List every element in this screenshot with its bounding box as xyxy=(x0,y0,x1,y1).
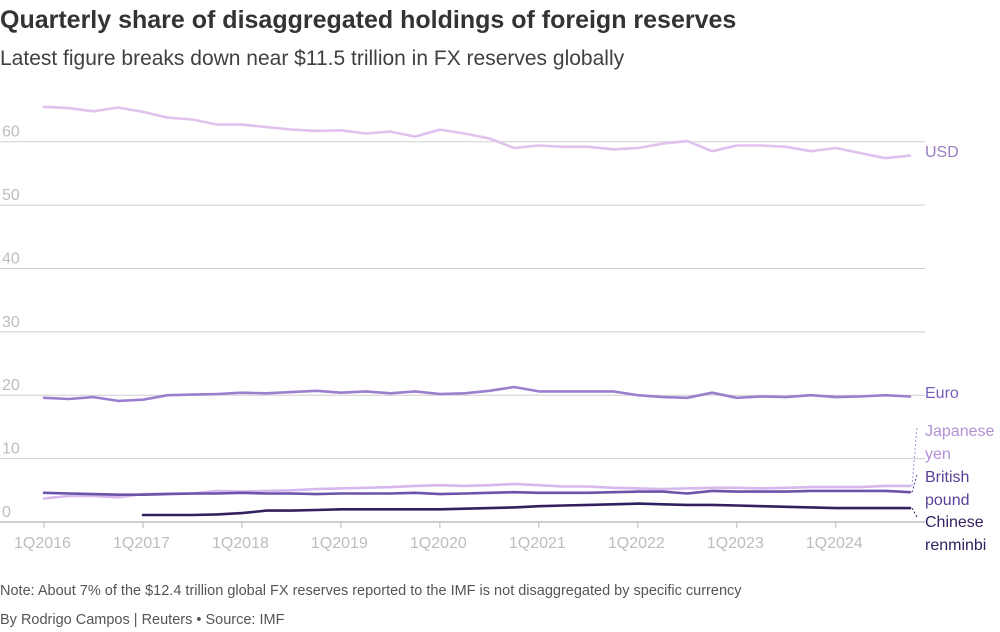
series-label-japanese-yen: yen xyxy=(925,446,951,463)
y-axis-ticks: 0 10 20 30 40 50 60 xyxy=(2,124,20,521)
x-tick-label: 1Q2019 xyxy=(311,535,368,552)
series-label-usd: USD xyxy=(925,144,959,161)
series-label-british-pound: British xyxy=(925,469,969,486)
label-leader-chinese-renminbi xyxy=(911,507,918,518)
footnote: Note: About 7% of the $12.4 trillion glo… xyxy=(0,583,742,599)
y-tick-label: 0 xyxy=(2,504,11,521)
y-tick-label: 10 xyxy=(2,441,20,458)
chart-title: Quarterly share of disaggregated holding… xyxy=(0,6,737,34)
series-label-british-pound: pound xyxy=(925,492,970,509)
x-tick-label: 1Q2016 xyxy=(14,535,71,552)
y-tick-label: 30 xyxy=(2,314,20,331)
grid-lines xyxy=(0,141,925,523)
label-leader-japanese-yen xyxy=(911,425,918,486)
series-line-chinese-renminbi xyxy=(141,502,912,517)
x-tick-label: 1Q2018 xyxy=(212,535,269,552)
x-tick-label: 1Q2023 xyxy=(707,535,764,552)
series-line-british-pound xyxy=(42,489,912,496)
x-tick-label: 1Q2017 xyxy=(113,535,170,552)
label-leader-british-pound xyxy=(911,474,918,493)
credit-line: By Rodrigo Campos | Reuters • Source: IM… xyxy=(0,612,285,628)
y-tick-label: 50 xyxy=(2,187,20,204)
x-axis-ticks: 1Q2016 1Q2017 1Q2018 1Q2019 1Q2020 1Q2021 1Q20… xyxy=(14,522,863,552)
y-tick-label: 20 xyxy=(2,377,20,394)
series-label-japanese-yen: Japanese xyxy=(925,423,994,440)
series-lines xyxy=(42,105,912,517)
series-line-usd xyxy=(42,105,912,160)
series-line-euro xyxy=(42,385,912,403)
series-label-chinese-renminbi: renminbi xyxy=(925,537,986,554)
series-label-chinese-renminbi: Chinese xyxy=(925,514,984,531)
series-label-euro: Euro xyxy=(925,385,959,402)
series-labels: USD Euro Japanese yen British pound Chinese ren… xyxy=(911,144,994,554)
y-tick-label: 40 xyxy=(2,250,20,267)
x-tick-label: 1Q2021 xyxy=(509,535,566,552)
y-tick-label: 60 xyxy=(2,124,20,141)
chart-subtitle: Latest figure breaks down near $11.5 tri… xyxy=(0,47,625,70)
x-tick-label: 1Q2022 xyxy=(608,535,665,552)
x-tick-label: 1Q2020 xyxy=(410,535,467,552)
x-tick-label: 1Q2024 xyxy=(806,535,863,552)
